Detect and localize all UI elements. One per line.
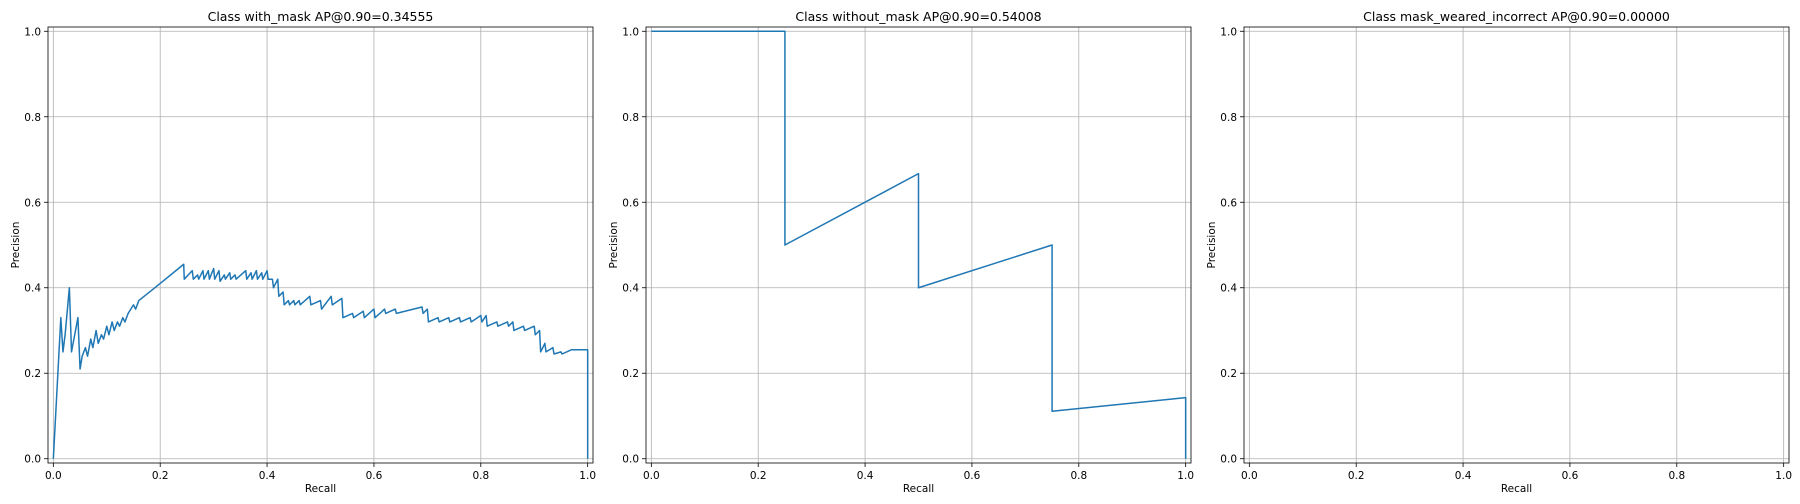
x-tick-label: 0.8 [1668, 470, 1685, 482]
y-axis-label: Precision [10, 222, 22, 269]
y-tick-label: 0.0 [622, 454, 639, 466]
y-tick-label: 0.6 [622, 197, 639, 209]
x-axis-label: Recall [305, 483, 336, 495]
y-tick-label: 0.8 [24, 112, 41, 124]
x-tick-label: 0.8 [472, 470, 489, 482]
y-tick-label: 1.0 [1220, 26, 1237, 38]
series-line-1 [52, 263, 589, 459]
y-tick-label: 1.0 [24, 26, 41, 38]
series-line-1 [651, 30, 1187, 459]
x-axis-label: Recall [903, 483, 934, 495]
chart-panel-3: 0.0 0.2 0.4 0.6 0.8 1.0 0.0 0.2 0.4 0.6 0.8 1.0 Clas… [1206, 9, 1792, 495]
axes-frame [1243, 26, 1790, 464]
x-tick-label: 1.0 [579, 470, 596, 482]
y-tick-label: 0.0 [24, 454, 41, 466]
y-tick-label: 0.2 [1220, 368, 1237, 380]
x-tick-label: 0.2 [152, 470, 169, 482]
x-tick-label: 0.6 [1562, 470, 1579, 482]
y-tick-label: 1.0 [622, 26, 639, 38]
chart-title: Class with_mask AP@0.90=0.34555 [208, 9, 434, 24]
x-axis-label: Recall [1501, 483, 1532, 495]
x-tick-label: 0.4 [259, 470, 276, 482]
x-tick-label: 0.4 [857, 470, 874, 482]
x-tick-label: 0.8 [1070, 470, 1087, 482]
x-tick-label: 0.6 [964, 470, 981, 482]
x-tick-label: 0.2 [750, 470, 767, 482]
x-tick-label: 1.0 [1177, 470, 1194, 482]
y-axis-label: Precision [1206, 222, 1218, 269]
y-tick-label: 0.2 [24, 368, 41, 380]
y-tick-label: 0.8 [622, 112, 639, 124]
chart-panel-2: 0.0 0.2 0.4 0.6 0.8 1.0 0.0 0.2 0.4 0.6 0.8 1.0 Clas… [608, 9, 1194, 495]
chart-panel-1: 0.0 0.2 0.4 0.6 0.8 1.0 0.0 0.2 0.4 0.6 0.8 1.0 Clas… [10, 9, 596, 495]
chart-title: Class mask_weared_incorrect AP@0.90=0.00… [1363, 9, 1670, 24]
y-tick-label: 0.0 [1220, 454, 1237, 466]
x-tick-label: 0.0 [1241, 470, 1258, 482]
x-tick-label: 1.0 [1775, 470, 1792, 482]
y-tick-label: 0.6 [1220, 197, 1237, 209]
x-tick-label: 0.0 [45, 470, 62, 482]
x-tick-label: 0.6 [366, 470, 383, 482]
y-tick-label: 0.4 [24, 283, 41, 295]
chart-title: Class without_mask AP@0.90=0.54008 [795, 9, 1041, 24]
y-axis-label: Precision [608, 222, 620, 269]
y-tick-label: 0.6 [24, 197, 41, 209]
x-tick-label: 0.0 [643, 470, 660, 482]
axes-frame [645, 26, 1192, 464]
y-tick-label: 0.4 [622, 283, 639, 295]
y-tick-label: 0.4 [1220, 283, 1237, 295]
y-tick-label: 0.8 [1220, 112, 1237, 124]
x-tick-label: 0.2 [1348, 470, 1365, 482]
y-tick-label: 0.2 [622, 368, 639, 380]
x-tick-label: 0.4 [1455, 470, 1472, 482]
axes-frame [47, 26, 594, 464]
